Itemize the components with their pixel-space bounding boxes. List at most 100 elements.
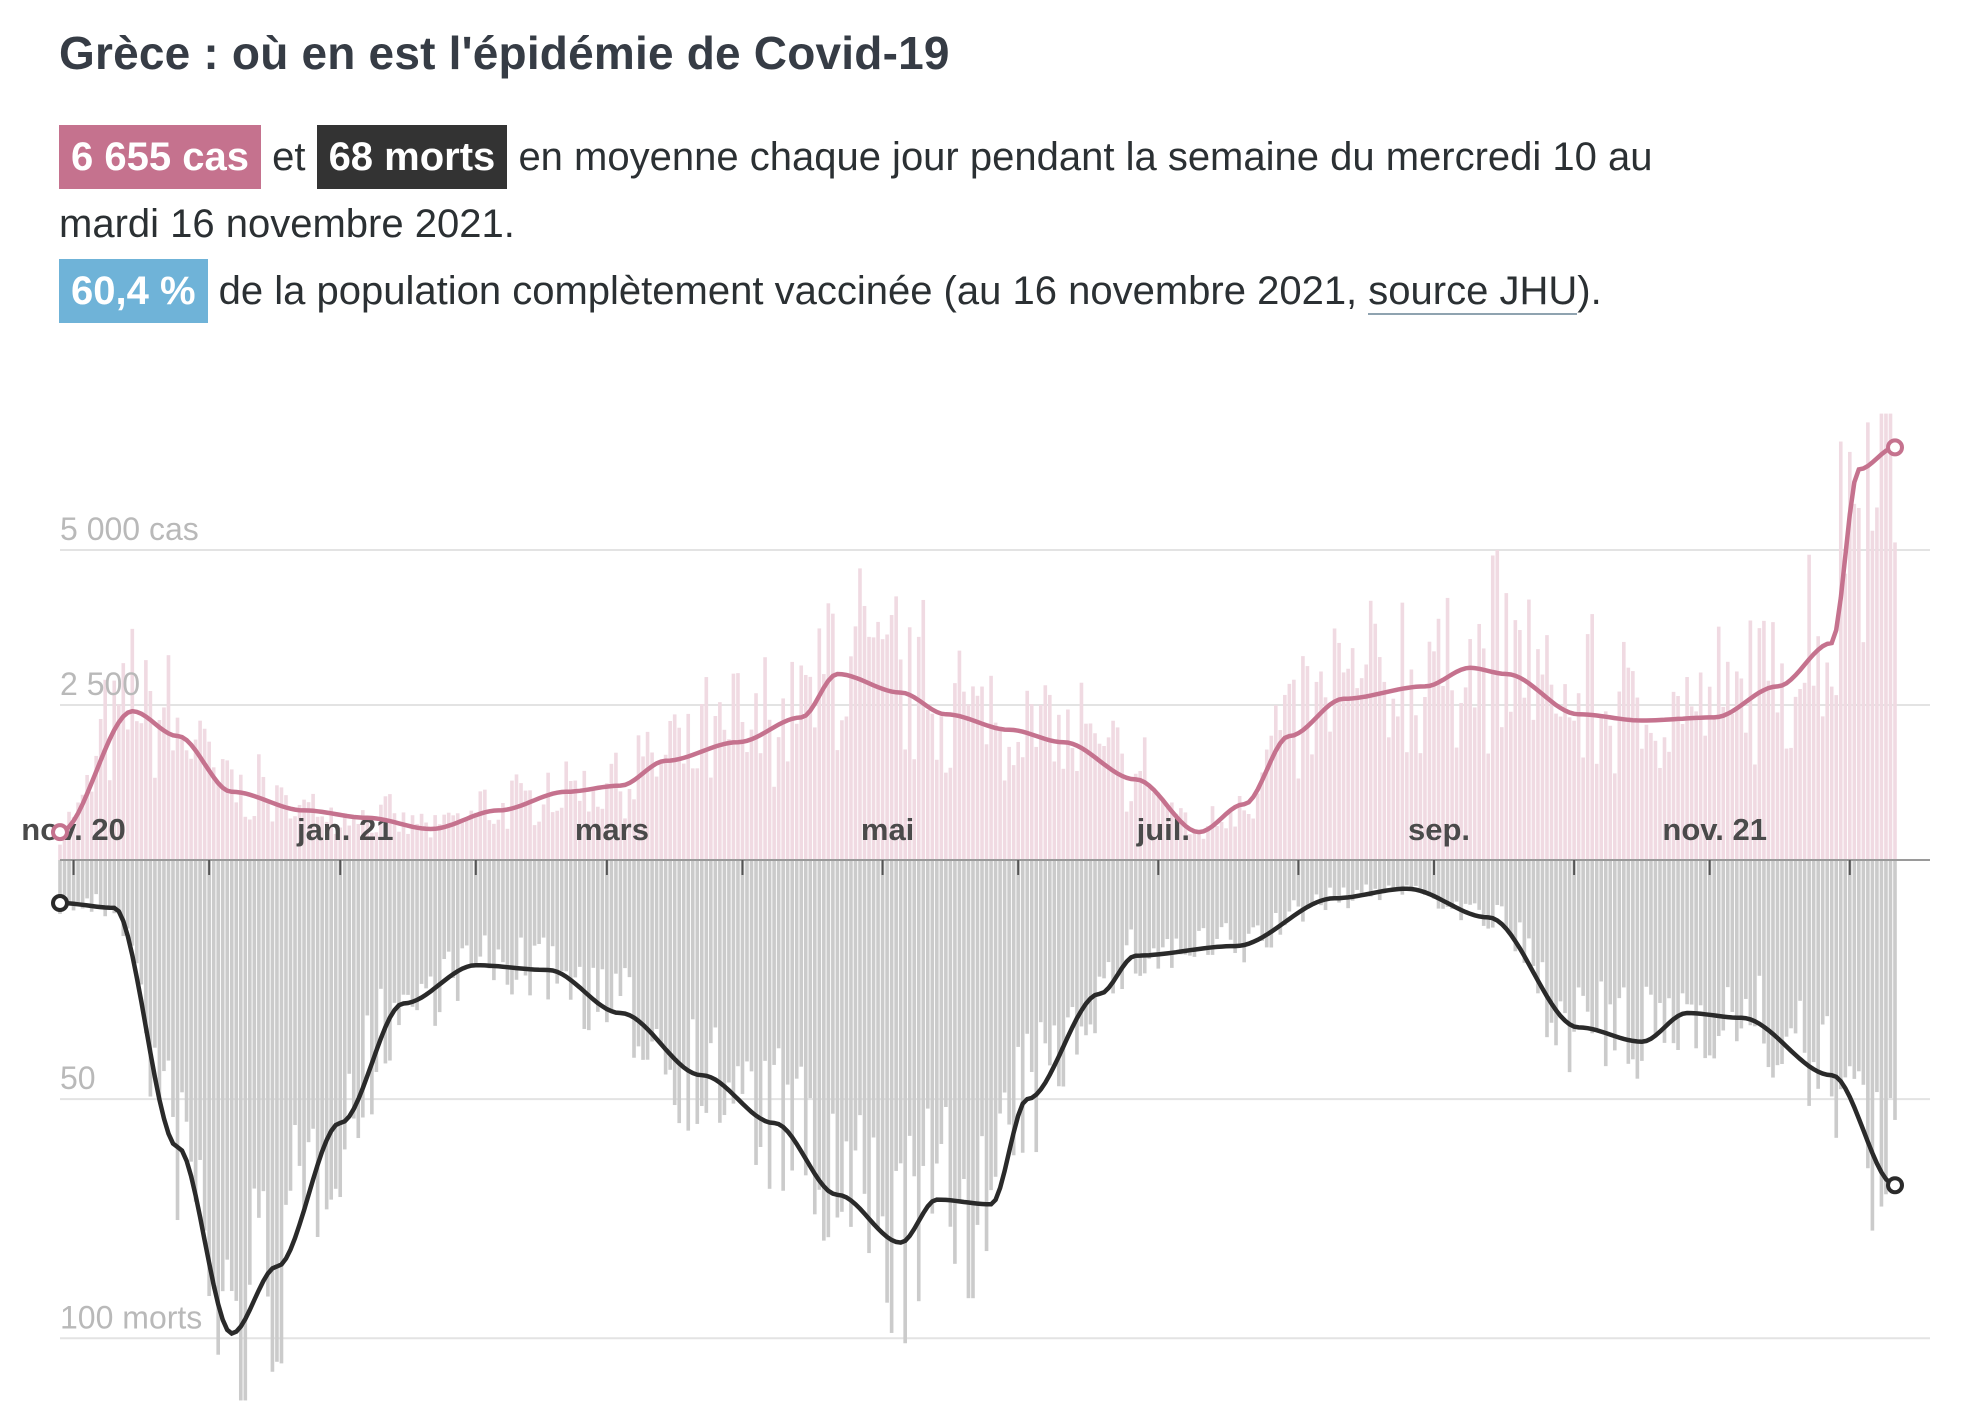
cases-daily-bar <box>415 823 419 860</box>
deaths-badge: 68 morts <box>316 125 508 189</box>
cases-bars <box>58 413 1897 860</box>
deaths-daily-bar <box>112 860 117 914</box>
cases-daily-bar <box>618 791 623 860</box>
deaths-daily-bar <box>1522 860 1527 963</box>
cases-daily-bar <box>1332 628 1337 860</box>
cases-daily-bar <box>180 735 184 860</box>
deaths-daily-bar <box>1215 860 1219 939</box>
cases-daily-bar <box>523 790 528 860</box>
cases-daily-bar <box>862 605 867 860</box>
deaths-daily-bar <box>1893 860 1897 1120</box>
deaths-daily-bar <box>532 860 537 946</box>
cases-daily-bar <box>794 723 799 860</box>
cases-daily-bar <box>1838 441 1843 860</box>
deaths-daily-bar <box>1875 860 1879 1093</box>
deaths-daily-bar <box>501 860 505 963</box>
cases-daily-bar <box>1893 542 1897 860</box>
cases-daily-bar <box>1418 753 1423 860</box>
deaths-daily-bar <box>605 860 609 1023</box>
cases-daily-bar <box>492 823 496 860</box>
cases-daily-bar <box>1626 667 1631 860</box>
cases-daily-bar <box>1676 696 1680 860</box>
x-axis-label: juil. <box>1136 812 1190 847</box>
deaths-daily-bar <box>672 860 677 1106</box>
deaths-daily-bar <box>1712 860 1717 1059</box>
cases-daily-bar <box>455 813 460 860</box>
cases-daily-bar <box>754 693 758 860</box>
deaths-daily-bar <box>966 860 971 1299</box>
cases-daily-bar <box>1585 634 1590 860</box>
deaths-daily-bar <box>1486 860 1491 929</box>
cases-daily-bar <box>709 777 713 860</box>
cases-daily-bar <box>275 785 279 860</box>
deaths-daily-bar <box>1694 860 1698 1049</box>
deaths-daily-bar <box>1391 860 1396 889</box>
cases-daily-bar <box>1314 681 1319 860</box>
deaths-daily-bar <box>1861 860 1866 1085</box>
cases-daily-bar <box>1025 690 1030 860</box>
cases-daily-bar <box>505 828 510 860</box>
cases-daily-bar <box>948 767 953 860</box>
cases-daily-bar <box>510 780 514 860</box>
cases-daily-bar <box>537 821 541 860</box>
cases-daily-bar <box>1323 697 1328 860</box>
deaths-daily-bar <box>202 860 207 1231</box>
cases-daily-bar <box>392 813 397 860</box>
cases-daily-bar <box>388 794 392 860</box>
cases-daily-bar <box>1793 696 1798 860</box>
cases-daily-bar <box>898 659 903 860</box>
deaths-daily-bar <box>1273 860 1278 914</box>
cases-daily-bar <box>912 759 917 860</box>
deaths-daily-bar <box>1879 860 1884 1207</box>
cases-daily-bar <box>853 626 858 860</box>
cases-daily-bar <box>1283 694 1287 860</box>
deaths-daily-bar <box>1432 860 1436 899</box>
deaths-daily-bar <box>568 860 573 1000</box>
deaths-daily-bar <box>1757 860 1762 976</box>
deaths-daily-bar <box>1188 860 1192 956</box>
cases-daily-bar <box>1870 530 1875 860</box>
cases-daily-bar <box>1490 555 1495 860</box>
deaths-daily-bar <box>1310 860 1314 906</box>
deaths-daily-bar <box>442 860 446 960</box>
cases-daily-bar <box>758 753 763 860</box>
cases-daily-bar <box>333 833 338 860</box>
deaths-daily-bar <box>763 860 767 1061</box>
summary-line2-end: ). <box>1577 269 1602 313</box>
deaths-daily-bar <box>266 860 270 1297</box>
cases-daily-bar <box>1301 656 1305 860</box>
cases-daily-bar <box>1472 707 1477 860</box>
cases-daily-bar <box>157 720 162 860</box>
deaths-daily-bar <box>320 860 324 1150</box>
cases-daily-bar <box>1635 697 1640 860</box>
cases-daily-bar <box>315 816 320 860</box>
cases-daily-bar <box>1355 688 1359 860</box>
cases-daily-bar <box>1020 757 1025 860</box>
deaths-daily-bar <box>898 860 903 1164</box>
cases-daily-bar <box>690 768 695 860</box>
deaths-daily-bar <box>1133 860 1138 974</box>
deaths-daily-bar <box>971 860 975 1299</box>
cases-daily-bar <box>1061 768 1066 860</box>
cases-daily-bar <box>966 704 971 860</box>
deaths-daily-bar <box>1459 860 1463 921</box>
cases-daily-bar <box>1680 724 1685 860</box>
deaths-daily-bar <box>1834 860 1839 1138</box>
deaths-daily-bar <box>1775 860 1780 1066</box>
deaths-daily-bar <box>1048 860 1052 1066</box>
deaths-daily-bar <box>225 860 230 1260</box>
cases-daily-bar <box>1432 651 1436 860</box>
deaths-daily-bar <box>695 860 700 1124</box>
cases-daily-bar <box>1192 829 1197 860</box>
deaths-daily-bar <box>754 860 758 1165</box>
source-link[interactable]: source JHU <box>1368 269 1578 315</box>
cases-daily-bar <box>437 824 442 860</box>
deaths-daily-bar <box>1102 860 1106 979</box>
cases-daily-bar <box>1436 618 1441 860</box>
deaths-daily-bar <box>1206 860 1210 955</box>
cases-daily-bar <box>885 634 889 860</box>
deaths-daily-bar <box>817 860 822 1190</box>
deaths-daily-bar <box>428 860 433 977</box>
deaths-daily-bar <box>1843 860 1848 1078</box>
